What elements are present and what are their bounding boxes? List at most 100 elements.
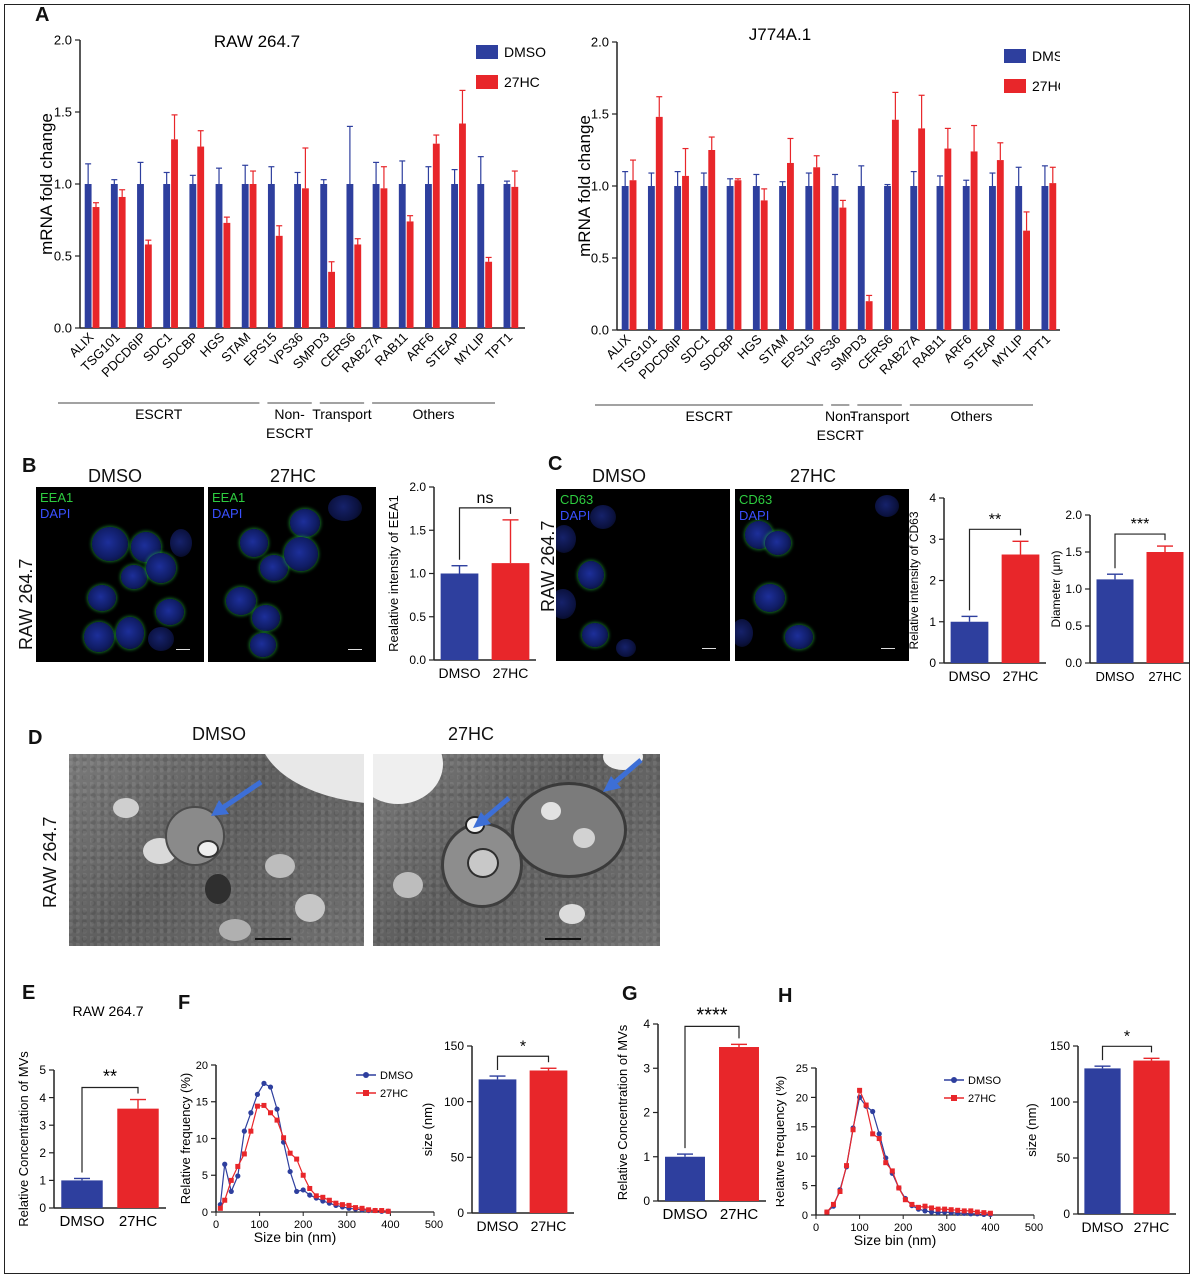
bar-27hc — [1133, 1060, 1170, 1214]
y-tick-label: 0.0 — [1065, 656, 1082, 670]
y-tick-label: 1 — [39, 1174, 46, 1188]
data-point-27hc — [987, 1210, 993, 1216]
x-tick-label: 27HC — [1134, 1219, 1170, 1235]
data-point-dmso — [248, 1110, 254, 1116]
y-tick-label: 20 — [196, 1060, 208, 1072]
bar-27hc — [719, 1047, 759, 1201]
channel-label-blue: DAPI — [560, 508, 591, 523]
cell — [556, 589, 576, 619]
x-tick-label: DMSO — [1082, 1219, 1124, 1235]
series-line-27hc — [826, 1088, 991, 1214]
y-tick-label: 0 — [929, 656, 936, 670]
y-axis-label: Relative frequency (%) — [178, 1073, 193, 1205]
y-tick-label: 2 — [39, 1146, 46, 1160]
bar-27hc — [1001, 554, 1040, 663]
bar-27hc — [197, 146, 205, 328]
significance-bracket — [968, 528, 1022, 611]
y-tick-label: 1.0 — [54, 177, 72, 192]
cell — [590, 505, 616, 529]
chart-h-size: 0 50 100 150 size (nm) DMSO 27HC * — [1024, 1030, 1176, 1235]
significance-label: ** — [989, 511, 1001, 528]
chart-title: J774A.1 — [694, 1002, 746, 1003]
bar-dmso — [936, 186, 944, 330]
data-point-27hc — [222, 1197, 228, 1203]
group-label: ESCRT — [135, 406, 183, 422]
y-tick-label: 0.5 — [54, 249, 72, 264]
series-line-dmso — [826, 1095, 991, 1216]
data-point-27hc — [241, 1151, 247, 1157]
cell — [260, 555, 288, 581]
x-tick-label: DMSO — [60, 1213, 105, 1230]
bar-27hc — [682, 175, 689, 330]
panel-letter-f: F — [178, 992, 191, 1014]
data-point-27hc — [896, 1185, 902, 1191]
y-tick-label: 0 — [39, 1201, 46, 1215]
cell — [616, 639, 636, 657]
data-point-dmso — [274, 1106, 280, 1112]
group-label: Others — [950, 408, 992, 424]
data-point-dmso — [876, 1131, 882, 1137]
bar-dmso — [267, 184, 275, 328]
data-point-27hc — [922, 1203, 928, 1209]
bar-dmso — [189, 184, 197, 328]
chart-title: J774A.1 — [749, 25, 811, 44]
x-tick-label: DMSO — [1096, 669, 1135, 684]
bar-27hc — [734, 180, 742, 330]
y-axis-label: mRNA fold change — [37, 113, 56, 255]
data-point-27hc — [915, 1204, 921, 1210]
y-tick-label: 1.0 — [591, 179, 609, 194]
y-tick-label: 3 — [643, 1061, 650, 1075]
vesicle — [265, 854, 295, 878]
x-tick-label: 100 — [250, 1219, 268, 1231]
y-tick-label: 2.0 — [409, 480, 426, 494]
y-tick-label: 1.5 — [409, 523, 426, 537]
cell — [121, 565, 147, 589]
x-tick-label: 500 — [425, 1219, 443, 1231]
bar-dmso — [320, 184, 328, 328]
y-tick-label: 0 — [802, 1210, 808, 1222]
data-point-27hc — [883, 1160, 889, 1166]
y-tick-label: 2 — [929, 574, 936, 588]
cell — [146, 553, 176, 583]
bar-27hc — [918, 128, 926, 330]
x-axis-label: Size bin (nm) — [854, 1232, 936, 1248]
cell — [250, 633, 276, 657]
significance-bracket — [1114, 533, 1166, 569]
arrow-head — [473, 812, 491, 828]
cell — [170, 529, 192, 557]
panel-letter-a: A — [35, 4, 50, 26]
data-point-27hc — [307, 1185, 313, 1191]
significance-label: *** — [1131, 516, 1150, 533]
significance-bracket — [1101, 1045, 1153, 1061]
y-tick-label: 4 — [39, 1091, 46, 1105]
group-label: Transport — [312, 406, 372, 422]
bar-dmso — [294, 184, 301, 328]
y-tick-label: 20 — [796, 1092, 808, 1104]
data-point-27hc — [830, 1201, 836, 1207]
data-point-27hc — [902, 1197, 908, 1203]
x-tick-label: 300 — [938, 1222, 956, 1234]
data-point-27hc — [294, 1156, 300, 1162]
x-tick-label: 0 — [813, 1222, 819, 1234]
series-line-27hc — [219, 1104, 389, 1212]
y-tick-label: 150 — [1050, 1039, 1070, 1053]
data-point-27hc — [968, 1208, 974, 1214]
data-point-27hc — [254, 1103, 260, 1109]
bar-27hc — [787, 162, 794, 330]
y-tick-label: 4 — [643, 1017, 650, 1031]
y-tick-label: 10 — [796, 1151, 808, 1163]
significance-label: ns — [477, 490, 494, 507]
cell — [116, 617, 144, 649]
y-tick-label: 2 — [643, 1106, 650, 1120]
legend-marker — [951, 1095, 957, 1101]
legend-label: DMSO — [968, 1075, 1001, 1087]
y-axis-label: Relative intensity of CD63 — [907, 511, 921, 649]
significance-bracket — [496, 1055, 550, 1071]
panel-d-row-label: RAW 264.7 — [40, 816, 60, 908]
x-tick-label: TPT1 — [482, 330, 515, 363]
cell — [755, 584, 785, 612]
data-point-27hc — [287, 1150, 293, 1156]
x-tick-label: 0 — [213, 1219, 219, 1231]
bar-27hc — [891, 119, 899, 330]
arrow-shaft — [611, 758, 643, 786]
